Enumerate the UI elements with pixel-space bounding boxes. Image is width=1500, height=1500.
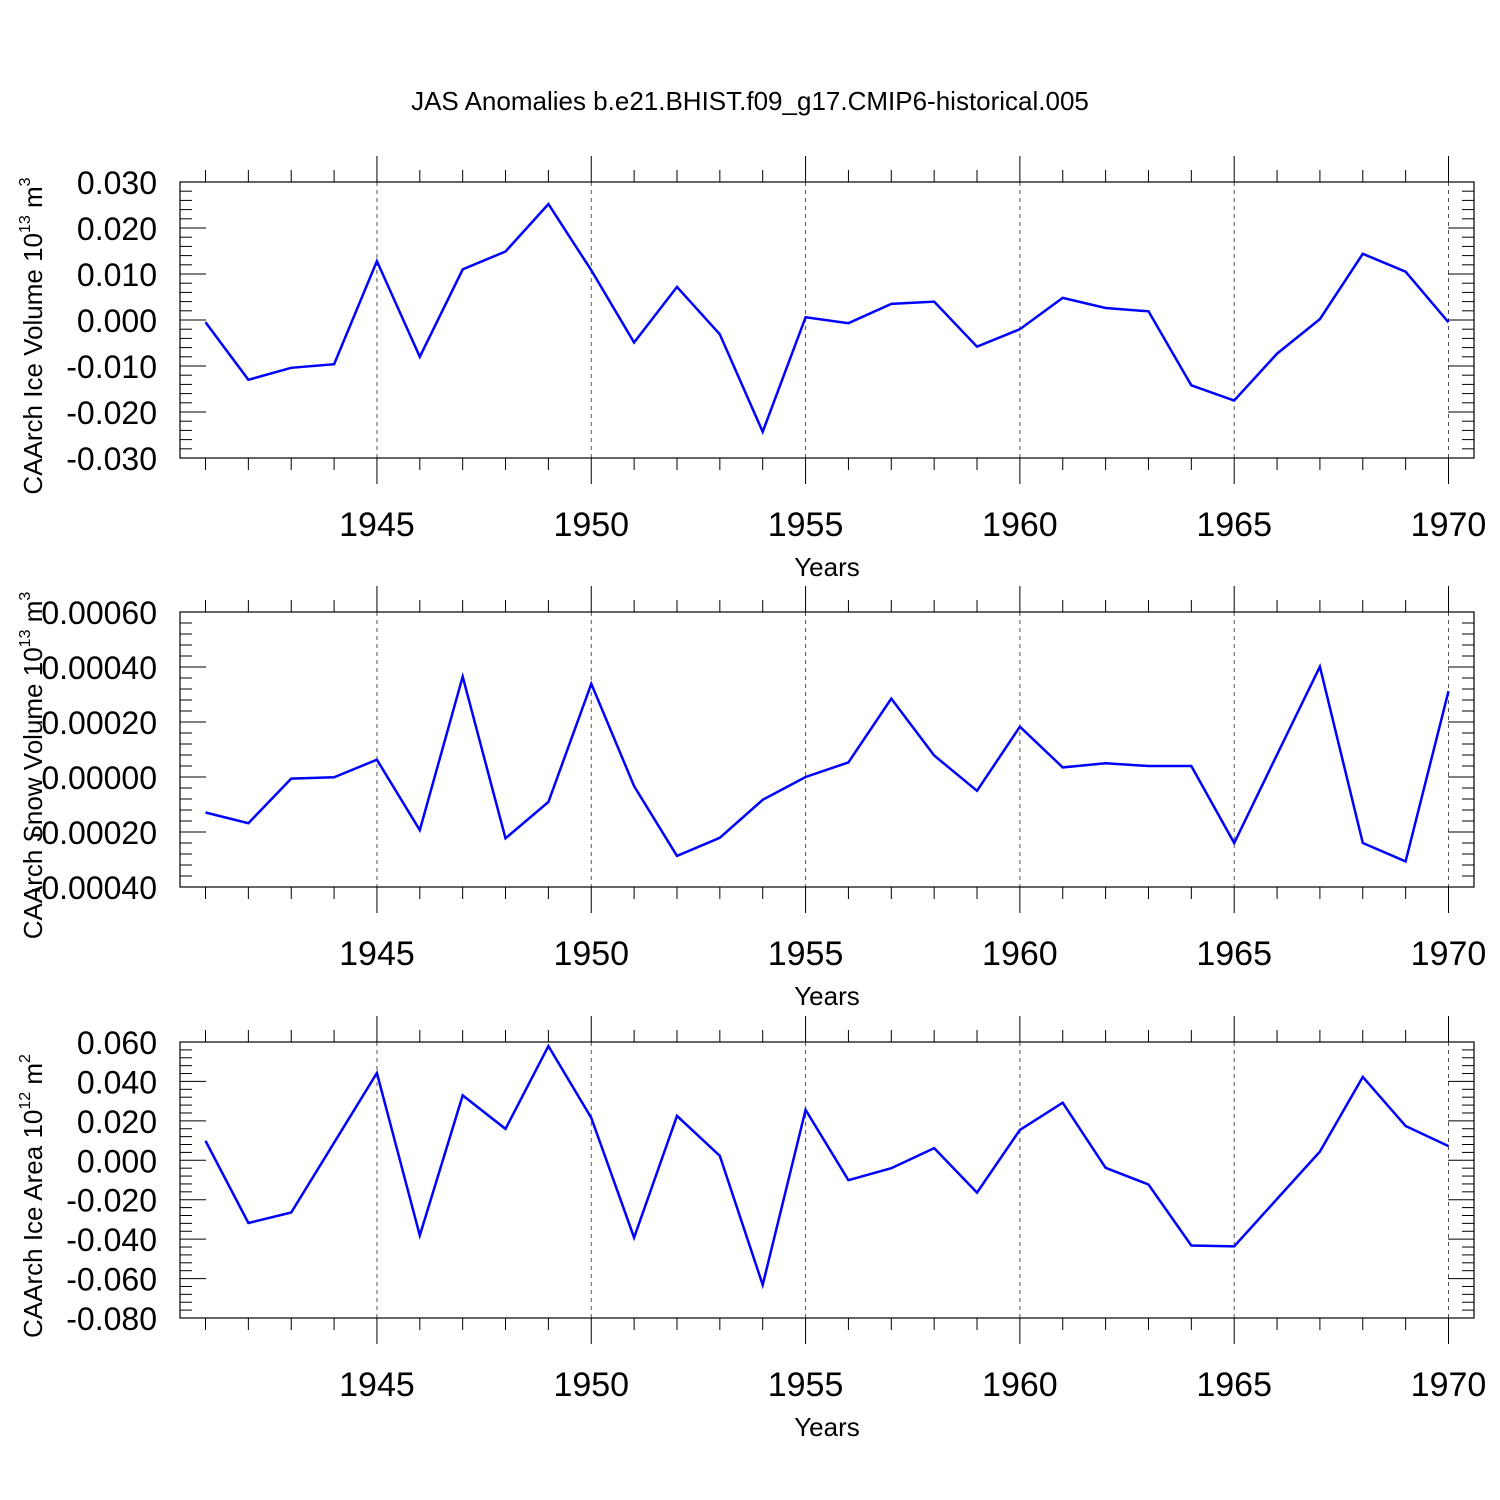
- y-tick-label: -0.060: [66, 1262, 157, 1298]
- panel-2: 1945 1950 1955 1960 1965 1970 -0.00040 -0.00020…: [17, 586, 1486, 1011]
- series-line: [204, 1043, 1450, 1290]
- y-axis-label-exponent: 12: [17, 1092, 34, 1110]
- y-tick-label: 0.00020: [41, 705, 157, 741]
- x-axis-label: Years: [794, 1412, 860, 1442]
- y-tick-label: 0.040: [77, 1064, 157, 1100]
- y-tick-label: 0.010: [77, 257, 157, 293]
- y-tick-label: 0.020: [77, 1104, 157, 1140]
- panel-1: 1945 1950 1955 1960 1965 1970 -0.030 -0.020 -0.0…: [17, 156, 1486, 582]
- x-tick-label: 1955: [768, 506, 844, 544]
- y-axis-label-unit: m: [18, 601, 48, 630]
- y-axis-label-main: CAArch Ice Area 10: [18, 1110, 48, 1338]
- y-axis-label-unit-exponent: 2: [17, 1054, 34, 1063]
- y-axis-label: CAArch Ice Area 1012 m2: [17, 1054, 48, 1338]
- x-tick-label: 1970: [1411, 1366, 1487, 1404]
- figure-title: JAS Anomalies b.e21.BHIST.f09_g17.CMIP6-…: [411, 86, 1089, 116]
- x-tick-label: 1960: [982, 506, 1058, 544]
- y-axis-label-unit: m: [18, 1063, 48, 1092]
- y-tick-label: 0.000: [77, 303, 157, 339]
- y-tick-label: -0.020: [66, 395, 157, 431]
- y-axis-label-main: CAArch Ice Volume 10: [18, 233, 48, 495]
- y-tick-label: -0.010: [66, 349, 157, 385]
- x-tick-label: 1965: [1196, 935, 1272, 973]
- x-tick-label: 1965: [1196, 506, 1272, 544]
- plot-frame: [179, 1041, 1475, 1319]
- x-tick-label: 1970: [1411, 935, 1487, 973]
- x-tick-label: 1960: [982, 935, 1058, 973]
- x-tick-label: 1955: [768, 935, 844, 973]
- x-tick-label: 1950: [553, 506, 629, 544]
- y-tick-label: 0.000: [77, 1143, 157, 1179]
- x-tick-label: 1945: [339, 935, 415, 973]
- panel-3: 1945 1950 1955 1960 1965 1970 -0.080-0.060 -0.0…: [17, 1016, 1486, 1442]
- y-axis-label: CAArch Snow Volume 1013 m3: [17, 592, 48, 940]
- y-axis-label-main: CAArch Snow Volume 10: [18, 647, 48, 939]
- y-tick-label: 0.00060: [41, 595, 157, 631]
- x-tick-label: 1960: [982, 1366, 1058, 1404]
- x-tick-label: 1970: [1411, 506, 1487, 544]
- y-axis-label: CAArch Ice Volume 1013 m3: [17, 177, 48, 494]
- y-tick-label: 0.00000: [41, 760, 157, 796]
- series-line: [205, 663, 1450, 864]
- y-tick-label: -0.00040: [31, 870, 157, 906]
- y-tick-label: 0.030: [77, 165, 157, 201]
- y-tick-label: -0.020: [66, 1183, 157, 1219]
- x-tick-label: 1950: [553, 1366, 629, 1404]
- y-axis-label-unit-exponent: 3: [17, 592, 34, 601]
- x-tick-label: 1965: [1196, 1366, 1272, 1404]
- x-tick-label: 1950: [553, 935, 629, 973]
- y-axis-label-exponent: 13: [17, 629, 34, 647]
- series-line: [204, 202, 1450, 436]
- y-axis-label-unit: m: [18, 186, 48, 215]
- y-tick-label: -0.080: [66, 1301, 157, 1337]
- y-tick-label: -0.030: [66, 441, 157, 477]
- x-tick-label: 1945: [339, 1366, 415, 1404]
- plot-frame: [179, 611, 1475, 888]
- y-tick-label: 0.060: [77, 1025, 157, 1061]
- y-axis-label-unit-exponent: 3: [17, 177, 34, 186]
- x-tick-label: 1945: [339, 506, 415, 544]
- x-axis-label: Years: [794, 981, 860, 1011]
- y-tick-label: 0.00040: [41, 650, 157, 686]
- y-tick-label: -0.040: [66, 1222, 157, 1258]
- x-tick-label: 1955: [768, 1366, 844, 1404]
- y-axis-label-exponent: 13: [17, 215, 34, 233]
- x-axis-label: Years: [794, 552, 860, 582]
- y-tick-label: 0.020: [77, 211, 157, 247]
- y-tick-label: -0.00020: [31, 815, 157, 851]
